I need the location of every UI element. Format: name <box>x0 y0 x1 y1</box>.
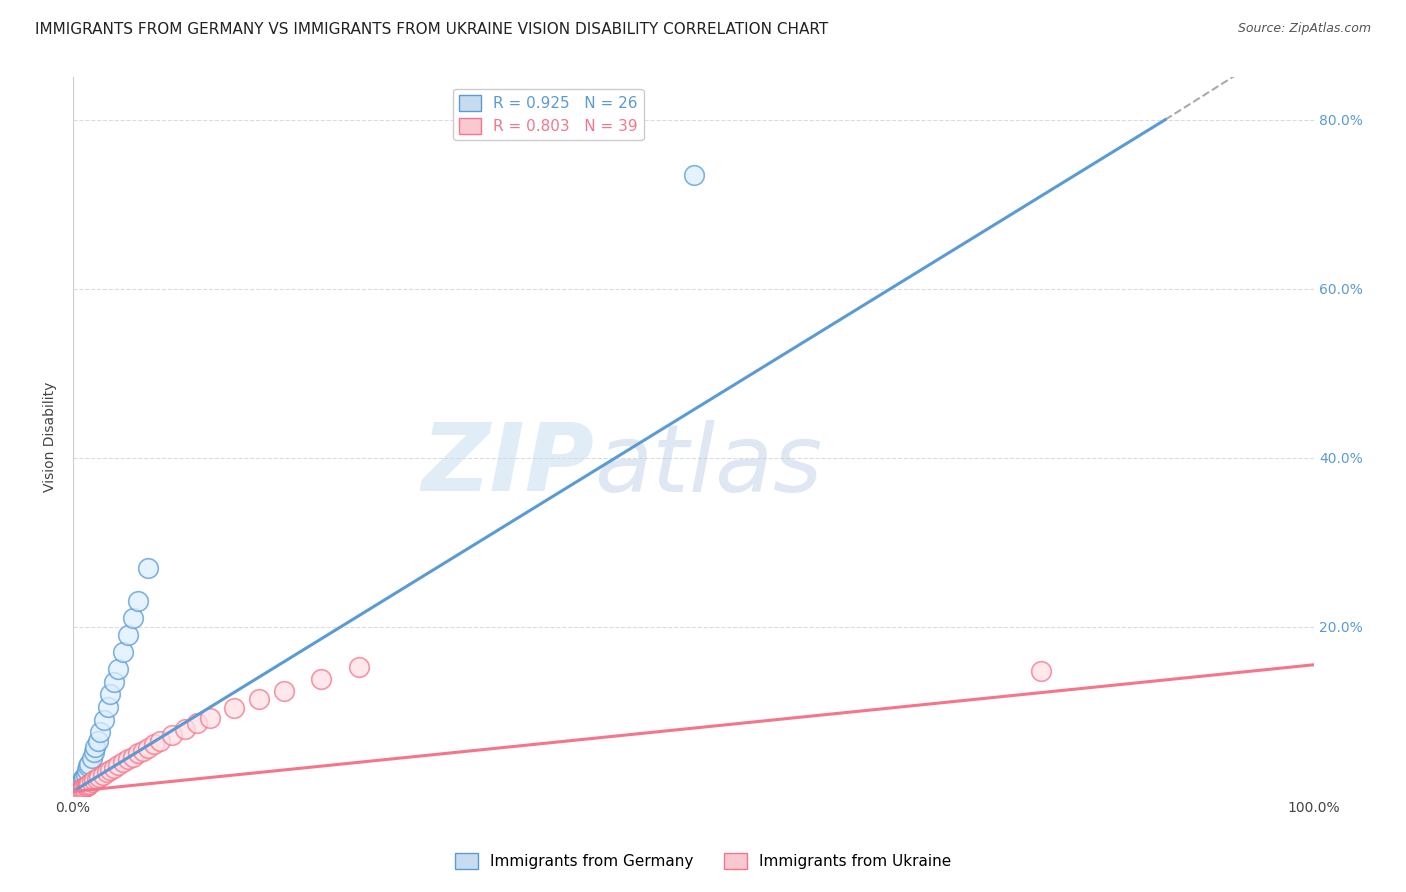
Point <box>117 628 139 642</box>
Point <box>117 752 139 766</box>
Point <box>70 781 93 796</box>
Point <box>127 747 149 761</box>
Point <box>1029 664 1052 678</box>
Text: ZIP: ZIP <box>422 419 595 511</box>
Point <box>83 773 105 788</box>
Point <box>87 733 110 747</box>
Point <box>80 775 103 789</box>
Point <box>67 783 90 797</box>
Point <box>224 701 246 715</box>
Point <box>91 767 114 781</box>
Point <box>72 772 94 786</box>
Point <box>77 759 100 773</box>
Point <box>77 756 100 771</box>
Point <box>121 749 143 764</box>
Point <box>69 776 91 790</box>
Point <box>198 711 221 725</box>
Point <box>73 770 96 784</box>
Point <box>111 755 134 769</box>
Point <box>83 745 105 759</box>
Point <box>80 750 103 764</box>
Point <box>149 733 172 747</box>
Point <box>186 716 208 731</box>
Text: Source: ZipAtlas.com: Source: ZipAtlas.com <box>1237 22 1371 36</box>
Text: IMMIGRANTS FROM GERMANY VS IMMIGRANTS FROM UKRAINE VISION DISABILITY CORRELATION: IMMIGRANTS FROM GERMANY VS IMMIGRANTS FR… <box>35 22 828 37</box>
Point <box>103 761 125 775</box>
Point <box>75 780 97 794</box>
Point <box>76 779 98 793</box>
Point <box>142 737 165 751</box>
Point <box>89 725 111 739</box>
Point <box>311 672 333 686</box>
Point <box>89 770 111 784</box>
Point <box>67 779 90 793</box>
Point <box>131 744 153 758</box>
Point <box>86 772 108 786</box>
Point <box>77 778 100 792</box>
Point <box>97 700 120 714</box>
Point <box>67 784 90 798</box>
Point <box>162 728 184 742</box>
Point <box>67 780 90 795</box>
Text: atlas: atlas <box>595 420 823 511</box>
Point <box>103 674 125 689</box>
Point <box>247 692 270 706</box>
Point <box>69 782 91 797</box>
Point <box>98 764 121 778</box>
Point <box>347 660 370 674</box>
Point <box>65 786 87 800</box>
Point <box>111 645 134 659</box>
Point <box>273 684 295 698</box>
Legend: R = 0.925   N = 26, R = 0.803   N = 39: R = 0.925 N = 26, R = 0.803 N = 39 <box>453 88 644 140</box>
Point <box>75 767 97 781</box>
Y-axis label: Vision Disability: Vision Disability <box>44 382 58 491</box>
Point <box>70 773 93 788</box>
Point <box>121 611 143 625</box>
Point <box>136 560 159 574</box>
Point <box>127 594 149 608</box>
Point <box>107 758 129 772</box>
Point <box>107 662 129 676</box>
Point <box>76 764 98 778</box>
Point <box>66 785 89 799</box>
Point <box>77 777 100 791</box>
Legend: Immigrants from Germany, Immigrants from Ukraine: Immigrants from Germany, Immigrants from… <box>449 847 957 875</box>
Point <box>96 765 118 780</box>
Point <box>682 168 704 182</box>
Point <box>136 740 159 755</box>
Point <box>73 780 96 795</box>
Point <box>173 722 195 736</box>
Point <box>72 781 94 796</box>
Point <box>98 687 121 701</box>
Point <box>93 713 115 727</box>
Point <box>84 739 107 754</box>
